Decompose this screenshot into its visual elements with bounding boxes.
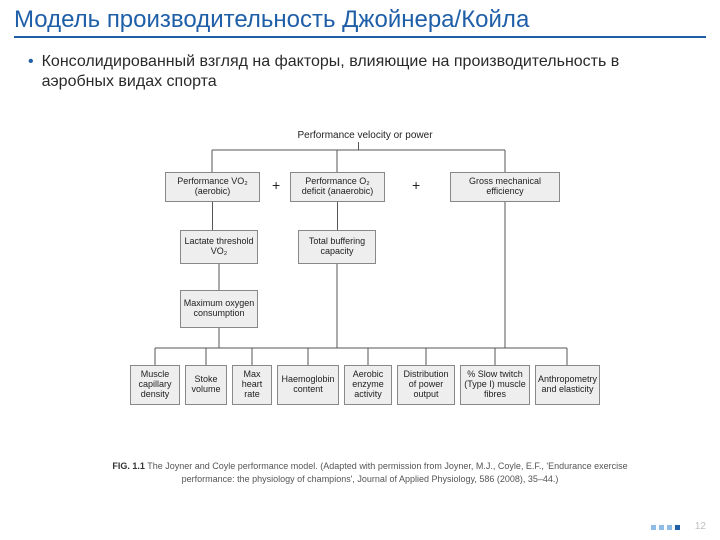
node-lt: Lactate threshold VO₂: [180, 230, 258, 264]
node-st1: % Slow twitch (Type I) muscle fibres: [460, 365, 530, 405]
svg-text:+: +: [272, 177, 280, 193]
node-dpo: Distribution of power output: [397, 365, 455, 405]
bullet-item: • Консолидированный взгляд на факторы, в…: [28, 52, 692, 92]
node-moc: Maximum oxygen consumption: [180, 290, 258, 328]
node-hb: Haemoglobin content: [277, 365, 339, 405]
node-gme: Gross mechanical efficiency: [450, 172, 560, 202]
node-po2d: Performance O₂ deficit (anaerobic): [290, 172, 385, 202]
node-mhr: Max heart rate: [232, 365, 272, 405]
decoration-dots: [651, 525, 680, 530]
node-mcd: Muscle capillary density: [130, 365, 180, 405]
slide: Модель производительность Джойнера/Койла…: [0, 0, 720, 540]
svg-text:+: +: [412, 177, 420, 193]
slide-title: Модель производительность Джойнера/Койла: [14, 6, 706, 34]
bullet-text: Консолидированный взгляд на факторы, вли…: [42, 52, 692, 92]
title-underline: [14, 36, 706, 38]
title-bar: Модель производительность Джойнера/Койла: [0, 0, 720, 42]
caption-label: FIG. 1.1: [112, 461, 145, 471]
node-pvo2: Performance VO₂ (aerobic): [165, 172, 260, 202]
node-tbc: Total buffering capacity: [298, 230, 376, 264]
page-number: 12: [695, 521, 706, 532]
node-anth: Anthropometry and elasticity: [535, 365, 600, 405]
deco-dot: [667, 525, 672, 530]
bullet-dot-icon: •: [28, 52, 34, 72]
figure-caption: FIG. 1.1 The Joyner and Coyle performanc…: [110, 460, 630, 485]
deco-dot: [651, 525, 656, 530]
node-sv: Stoke volume: [185, 365, 227, 405]
node-aea: Aerobic enzyme activity: [344, 365, 392, 405]
deco-dot: [659, 525, 664, 530]
bullet-area: • Консолидированный взгляд на факторы, в…: [0, 42, 720, 92]
diagram: Performance velocity or power ++ Perform…: [130, 130, 600, 460]
deco-dot: [675, 525, 680, 530]
caption-body: The Joyner and Coyle performance model. …: [145, 461, 628, 484]
